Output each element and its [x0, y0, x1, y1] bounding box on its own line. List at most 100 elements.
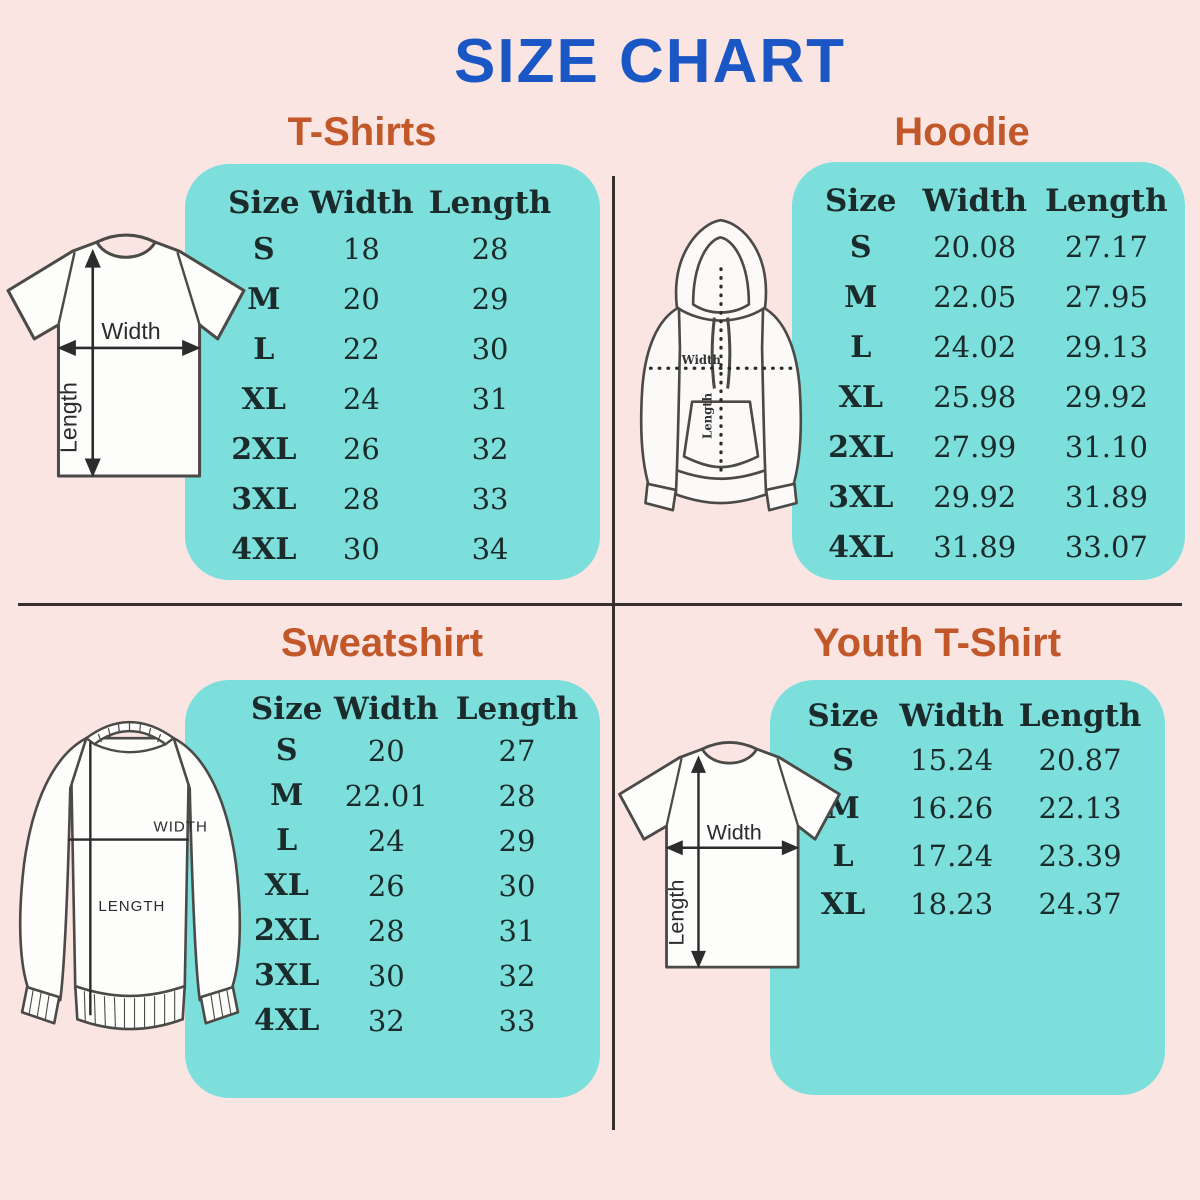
width-label: Width [707, 819, 762, 844]
table-cell: 24 [367, 823, 405, 858]
tshirts-size-column: Size S M L XL 2XL 3XL 4XL [228, 182, 300, 574]
table-cell: 33.07 [1064, 530, 1148, 564]
table-cell: 4XL [828, 529, 894, 565]
hoodie-measure-lines [648, 267, 795, 478]
length-label: Length [663, 880, 688, 946]
hoodie-width-column: Width 20.08 22.05 24.02 25.98 27.99 29.9… [922, 180, 1027, 572]
hoodie-heading: Hoodie [894, 110, 1030, 154]
width-label: WIDTH [154, 819, 208, 836]
hoodie-size-table-panel: Size S M L XL 2XL 3XL 4XL Width 20.08 22… [792, 162, 1185, 580]
table-cell: 4XL [254, 1003, 320, 1038]
column-header-length: Length [455, 691, 579, 727]
horizontal-divider [18, 603, 1182, 606]
table-cell: 29.92 [1064, 380, 1148, 414]
column-header-length: Length [1018, 698, 1142, 734]
table-cell: 31.89 [1064, 480, 1148, 514]
tshirts-width-column: Width 18 20 22 24 26 28 30 [309, 182, 414, 574]
width-arrow [57, 339, 201, 356]
youth-size-table-panel: Size S M L XL Width 15.24 16.26 17.24 18… [770, 680, 1165, 1095]
table-cell: S [832, 742, 854, 778]
youth-width-column: Width 15.24 16.26 17.24 18.23 [899, 696, 1004, 928]
hoodie-hood-opening [691, 236, 751, 314]
table-cell: 15.24 [910, 743, 994, 777]
youth-length-column: Length 20.87 22.13 23.39 24.37 [1019, 696, 1142, 928]
column-header-size: Size [250, 691, 323, 727]
tshirt-sleeve-seams [665, 758, 800, 827]
column-header-width: Width [899, 698, 1004, 734]
table-cell: M [270, 778, 304, 813]
table-cell: 26 [342, 432, 380, 466]
table-cell: 3XL [231, 481, 297, 517]
sweatshirt-collar [84, 721, 176, 754]
table-cell: M [844, 279, 878, 315]
table-cell: L [276, 823, 298, 858]
tshirt-diagram: Width Length [0, 226, 252, 498]
sweatshirt-length-column: Length 27 28 29 30 31 32 33 [456, 690, 579, 1043]
table-cell: 32 [367, 1003, 405, 1038]
measure-lines [68, 742, 189, 1016]
sweatshirt-left-sleeve [18, 736, 88, 1002]
table-cell: 20 [342, 282, 380, 316]
table-cell: 18.23 [910, 887, 994, 921]
table-cell: 18 [342, 232, 380, 266]
table-cell: 22 [342, 332, 380, 366]
table-cell: 29 [498, 823, 536, 858]
table-cell: 33 [471, 482, 509, 516]
column-header-size: Size [228, 185, 300, 221]
table-cell: 23.39 [1038, 839, 1122, 873]
table-cell: 29.13 [1064, 330, 1148, 364]
table-cell: 28 [498, 778, 536, 813]
table-cell: 2XL [828, 429, 894, 465]
width-arrow [665, 840, 800, 856]
table-cell: 2XL [231, 431, 297, 467]
table-cell: 24.37 [1038, 887, 1122, 921]
tshirt-sleeve-seams [57, 251, 201, 326]
sweatshirt-torso [69, 736, 191, 1000]
table-cell: 33 [498, 1003, 536, 1038]
table-cell: 31 [471, 382, 509, 416]
column-header-width: Width [922, 183, 1028, 219]
table-cell: 3XL [254, 958, 320, 993]
table-cell: 27.99 [933, 430, 1017, 464]
table-cell: 16.26 [910, 791, 994, 825]
table-cell: XL [838, 379, 883, 415]
table-cell: 17.24 [910, 839, 994, 873]
tshirt-collar [701, 741, 758, 751]
table-cell: 32 [471, 432, 509, 466]
table-cell: 28 [342, 482, 380, 516]
table-cell: 4XL [231, 531, 297, 567]
width-label: Width [101, 318, 160, 344]
table-cell: 27.95 [1064, 280, 1148, 314]
table-cell: 2XL [254, 913, 320, 948]
length-label: Length [700, 392, 714, 439]
length-arrow [84, 248, 101, 478]
table-cell: S [275, 733, 298, 768]
table-cell: 24 [342, 382, 380, 416]
hoodie-right-cuff [764, 482, 798, 512]
table-cell: 3XL [828, 479, 894, 515]
hoodie-left-cuff [644, 482, 678, 512]
table-cell: 20 [367, 733, 405, 768]
width-label: Width [681, 353, 722, 367]
table-cell: 30 [367, 958, 405, 993]
table-cell: L [832, 838, 854, 874]
length-label: LENGTH [98, 898, 165, 915]
table-cell: 28 [367, 913, 405, 948]
length-arrow [690, 755, 706, 969]
sweatshirt-cuff-ribbing [28, 990, 232, 1021]
table-cell: L [253, 331, 275, 367]
table-cell: 22.05 [933, 280, 1017, 314]
table-cell: L [850, 329, 872, 365]
table-cell: 28 [471, 232, 509, 266]
table-cell: 32 [498, 958, 536, 993]
table-cell: 27.17 [1064, 230, 1148, 264]
table-cell: 22.01 [344, 778, 428, 813]
table-cell: 26 [367, 868, 405, 903]
column-header-length: Length [428, 185, 552, 221]
sweatshirt-right-sleeve [172, 736, 242, 1002]
length-label: Length [56, 382, 82, 453]
table-cell: 27 [498, 733, 536, 768]
sweatshirt-left-cuff [20, 985, 61, 1025]
tshirts-heading: T-Shirts [287, 110, 437, 154]
table-cell: 30 [342, 532, 380, 566]
